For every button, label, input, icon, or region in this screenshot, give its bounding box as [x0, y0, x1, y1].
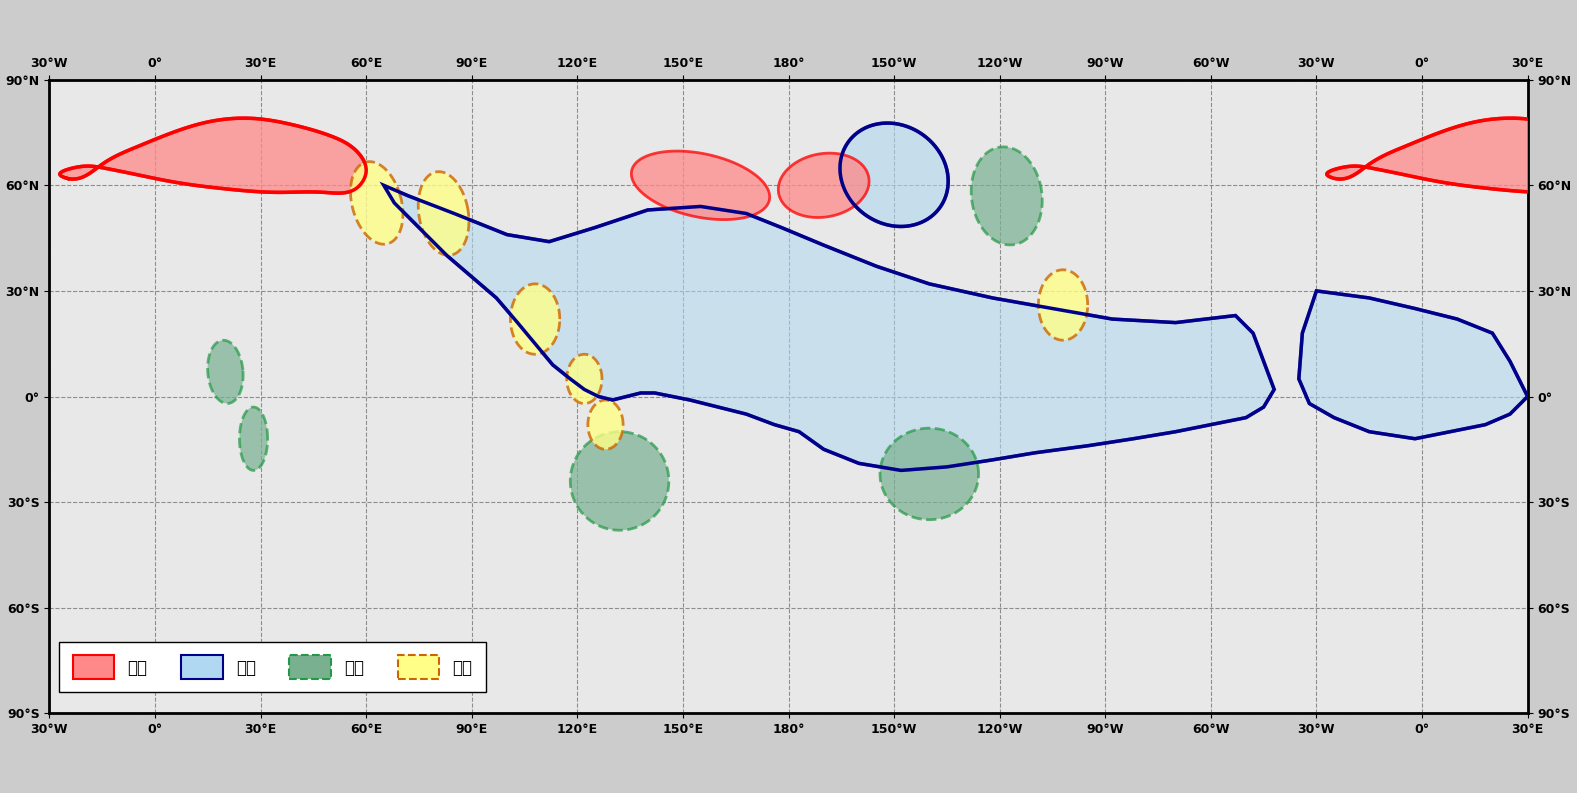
- Polygon shape: [511, 284, 560, 354]
- Polygon shape: [631, 151, 770, 220]
- Polygon shape: [1326, 118, 1577, 193]
- Polygon shape: [208, 340, 243, 404]
- Polygon shape: [1038, 270, 1088, 340]
- Polygon shape: [588, 400, 623, 450]
- Polygon shape: [566, 354, 602, 404]
- Legend: 高温, 低温, 多雨, 少雨: 高温, 低温, 多雨, 少雨: [60, 642, 486, 692]
- Polygon shape: [841, 123, 948, 227]
- Polygon shape: [383, 186, 1274, 470]
- Polygon shape: [240, 407, 268, 470]
- Polygon shape: [1299, 291, 1528, 439]
- Polygon shape: [880, 428, 979, 519]
- Polygon shape: [779, 153, 869, 217]
- Polygon shape: [60, 118, 366, 193]
- Polygon shape: [971, 147, 1042, 245]
- Polygon shape: [418, 171, 468, 255]
- Polygon shape: [350, 162, 402, 244]
- Polygon shape: [571, 431, 669, 531]
